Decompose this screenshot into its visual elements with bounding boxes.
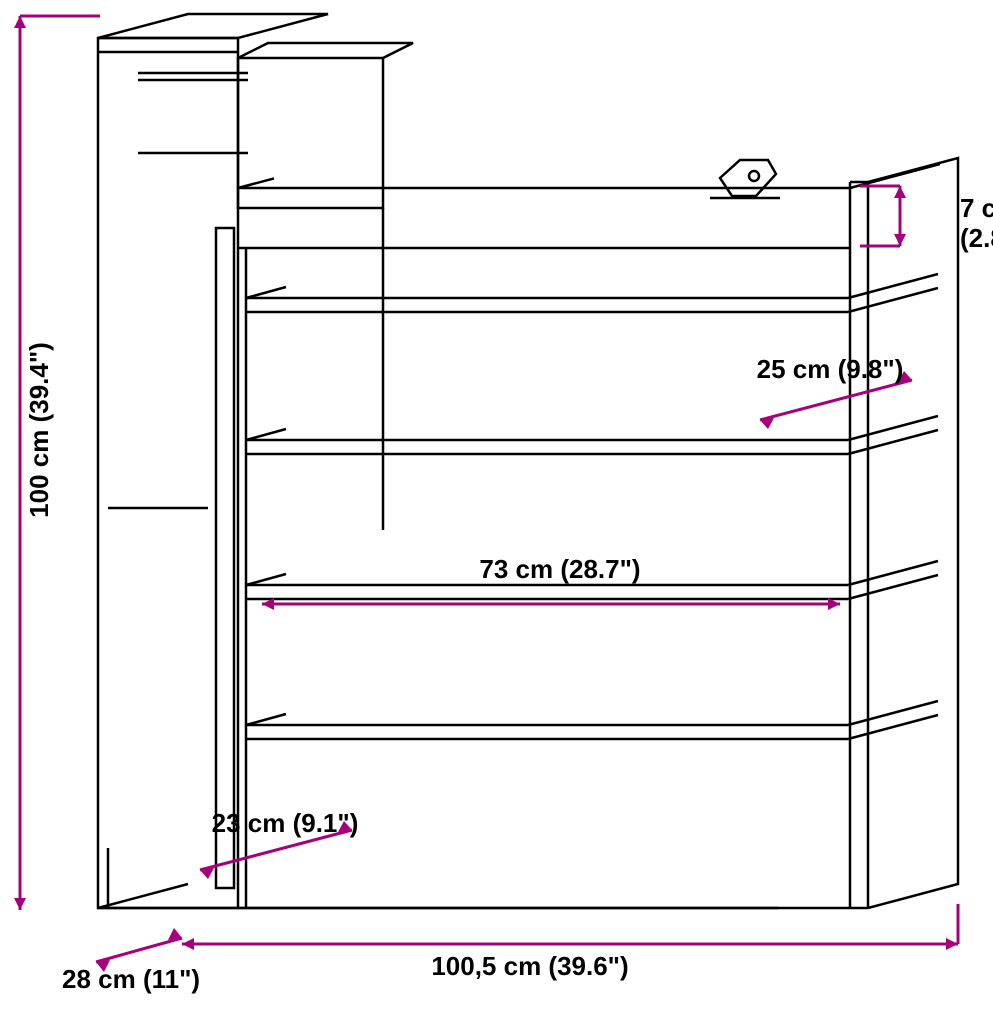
label-shelf-width: 73 cm (28.7")	[479, 554, 640, 584]
label-lip-height-2: (2.8")	[960, 223, 993, 253]
label-height: 100 cm (39.4")	[24, 342, 54, 518]
label-lip-height-1: 7 cm	[960, 193, 993, 223]
label-depth: 28 cm (11")	[62, 964, 200, 994]
label-shelf-depth: 25 cm (9.8")	[757, 354, 904, 384]
label-inner-depth: 23 cm (9.1")	[212, 808, 359, 838]
furniture-outline	[98, 38, 759, 908]
label-width: 100,5 cm (39.6")	[431, 951, 628, 981]
